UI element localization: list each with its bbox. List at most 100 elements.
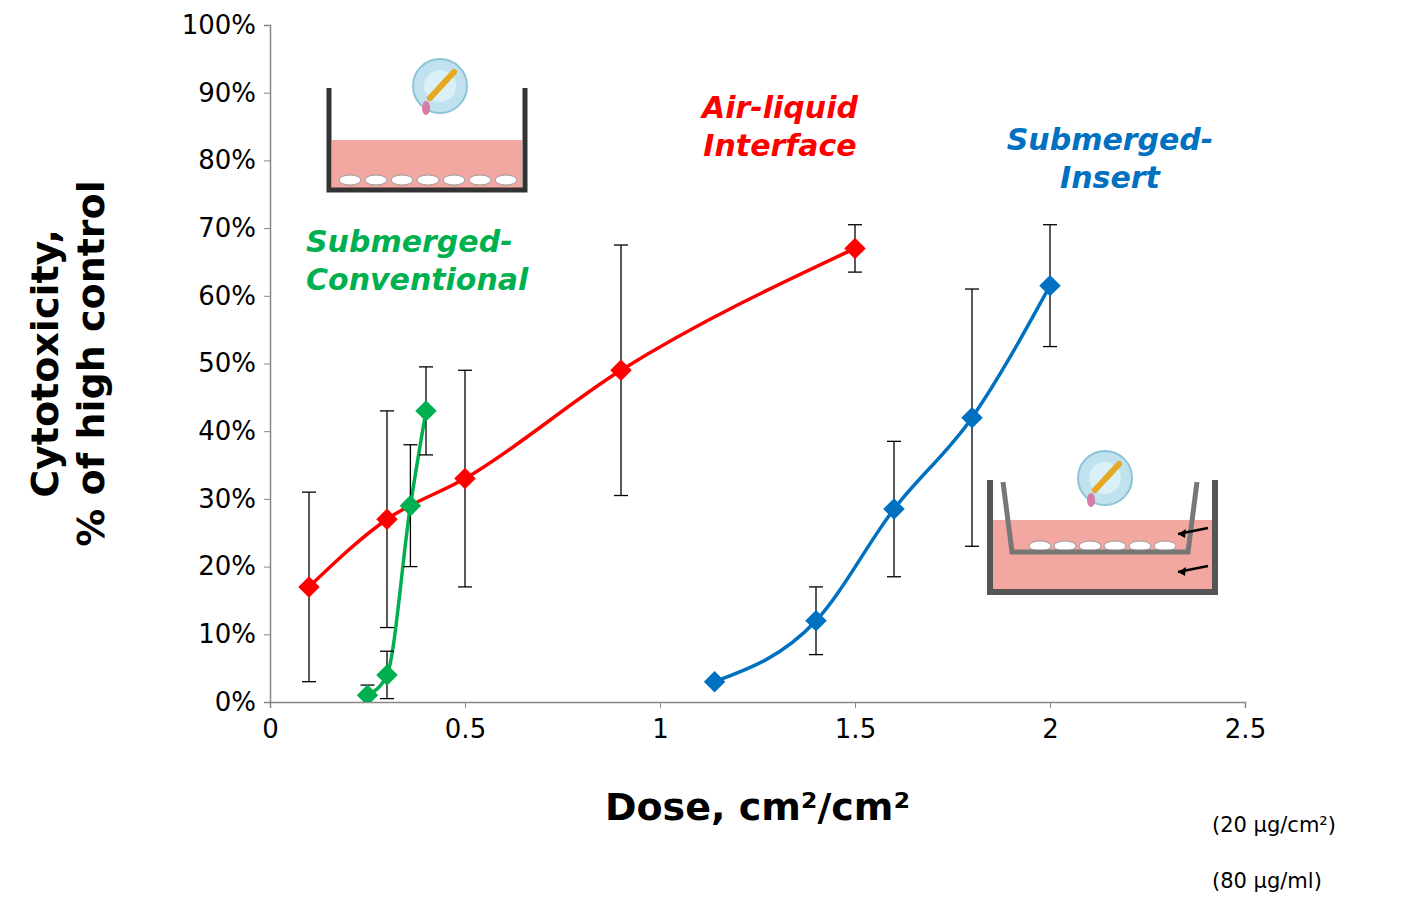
error-bar-cap <box>887 576 901 577</box>
error-bar-cap <box>302 681 316 682</box>
cell <box>391 175 413 185</box>
dropper-inner <box>1089 462 1121 494</box>
annotation: (20 µg/cm²) <box>1212 813 1336 837</box>
tick: 80% <box>198 145 270 175</box>
tick-label: 2.5 <box>1225 714 1266 744</box>
series-line <box>715 286 1050 682</box>
tick-label: 0.5 <box>445 714 486 744</box>
drop <box>1087 493 1095 507</box>
error-bar-cap <box>403 444 417 445</box>
tick-label: 20% <box>198 551 256 581</box>
error-bar-cap <box>1043 224 1057 225</box>
cell <box>495 175 517 185</box>
tick-label: 100% <box>182 10 256 40</box>
tick-label: 70% <box>198 213 256 243</box>
marker <box>357 685 378 702</box>
tick: 20% <box>198 551 270 581</box>
tick-label: 1.5 <box>835 714 876 744</box>
error-bar-cap <box>380 698 394 699</box>
tick-mark <box>264 702 270 703</box>
dropper-bulb <box>413 59 467 113</box>
marker <box>376 664 397 685</box>
tick: 1 <box>652 702 669 744</box>
chart: 0% 10% 20% 30% 40% 50% 60% 70% 80% 90% 100% 0 0.5 1 1.… <box>0 0 1409 916</box>
tick-mark <box>264 431 270 432</box>
tick-label: 90% <box>198 78 256 108</box>
tick: 0.5 <box>445 702 486 744</box>
series-label: Air-liquidInterface <box>700 90 858 163</box>
axis-line <box>271 703 1246 709</box>
tick-label: 40% <box>198 416 256 446</box>
tick: 0 <box>262 702 279 744</box>
marker <box>704 671 725 692</box>
tick-mark <box>855 702 856 708</box>
error-bar-cap <box>458 586 472 587</box>
error-bar-cap <box>809 654 823 655</box>
cell <box>469 175 491 185</box>
tick-mark <box>264 228 270 229</box>
error-bar-cap <box>380 627 394 628</box>
tick: 90% <box>198 78 270 108</box>
marker <box>961 407 982 428</box>
marker <box>805 610 826 631</box>
error-bar-cap <box>380 651 394 652</box>
error-bar-cap <box>809 586 823 587</box>
marker <box>376 508 397 529</box>
tick-label: 1 <box>652 714 669 744</box>
drop <box>422 101 430 115</box>
tick-mark <box>264 160 270 161</box>
tick: 70% <box>198 213 270 243</box>
tick-label: 0% <box>215 687 256 717</box>
tick-label: 10% <box>198 619 256 649</box>
plot-area <box>298 225 1060 702</box>
series-label: Submerged-Conventional <box>306 224 529 297</box>
y-axis: 0% 10% 20% 30% 40% 50% 60% 70% 80% 90% 100% <box>182 10 271 717</box>
marker <box>844 238 865 259</box>
annotation: (80 µg/ml) <box>1212 869 1322 893</box>
x-axis: 0 0.5 1 1.5 2 2.5 <box>262 702 1266 744</box>
marker <box>400 495 421 516</box>
tick-mark <box>264 296 270 297</box>
error-bar-cap <box>403 566 417 567</box>
tick-label: 30% <box>198 484 256 514</box>
tick-label: 80% <box>198 145 256 175</box>
cell <box>443 175 465 185</box>
tick: 2 <box>1042 702 1059 744</box>
error-bar-cap <box>419 454 433 455</box>
tick-mark <box>264 25 270 26</box>
well <box>329 88 525 190</box>
series-label: Submerged-Insert <box>1007 122 1214 195</box>
tick: 60% <box>198 281 270 311</box>
cell <box>365 175 387 185</box>
error-bar-cap <box>614 244 628 245</box>
cell <box>339 175 361 185</box>
error-bar-cap <box>302 491 316 492</box>
error-bar-cap <box>965 288 979 289</box>
arrow-head <box>1178 567 1186 576</box>
tick-mark <box>1245 702 1246 708</box>
tick: 30% <box>198 484 270 514</box>
liquid <box>993 520 1212 590</box>
dropper-tube <box>430 72 454 98</box>
tick-mark <box>660 702 661 708</box>
tick-label: 50% <box>198 348 256 378</box>
error-bar-cap <box>614 495 628 496</box>
tick: 10% <box>198 619 270 649</box>
icons <box>329 59 1215 592</box>
error-bar-cap <box>965 546 979 547</box>
series-line <box>309 248 855 586</box>
marker <box>610 360 631 381</box>
tick-mark <box>1050 702 1051 708</box>
arrow-head <box>1178 529 1186 538</box>
dropper-inner <box>424 70 456 102</box>
tick-label: 60% <box>198 281 256 311</box>
tick: 1.5 <box>835 702 876 744</box>
liquid <box>332 140 522 188</box>
tick-mark <box>270 702 271 708</box>
error-bar-cap <box>419 366 433 367</box>
tick-mark <box>264 93 270 94</box>
tick: 100% <box>182 10 270 40</box>
y-axis-title-group: Cytotoxicity,% of high control <box>23 180 113 546</box>
axis-line <box>264 26 271 703</box>
y-axis-title: Cytotoxicity,% of high control <box>23 180 113 546</box>
